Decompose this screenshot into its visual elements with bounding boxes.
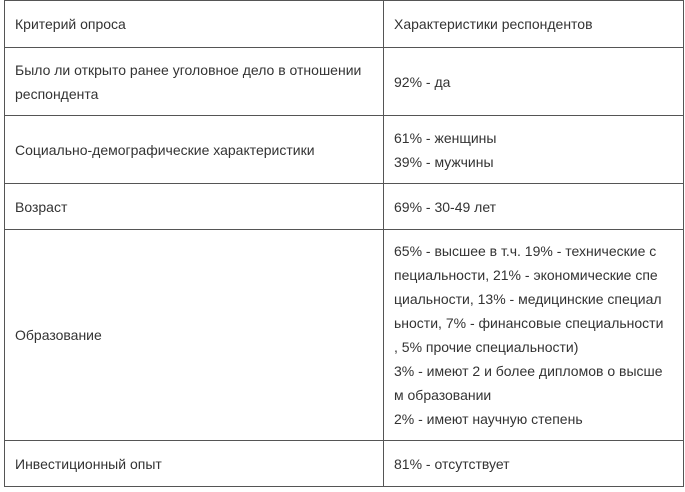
table-body: Критерий опроса Характеристики респонден… [4,0,684,487]
table-row: Образование 65% - высшее в т.ч. 19% - тех… [4,229,684,441]
header-row: Критерий опроса Характеристики респонден… [4,0,684,48]
header-cell: Характеристики респондентов [383,0,684,48]
cell-line: Образование [15,327,102,343]
table-cell: Социально-демографические характеристики [4,115,384,184]
cell-line: Инвестиционный опыт [15,455,162,472]
cell-line: 2% - имеют научную степень [394,411,583,427]
survey-table: Критерий опроса Характеристики респонден… [4,0,684,487]
table-row: Социально-демографические характеристики… [4,115,684,184]
cell-line: 81% - отсутствует [394,455,510,472]
cell-line: , 5% прочие специальности) [394,339,579,355]
cell-line: 65% - высшее в т.ч. 19% - технические с [394,243,657,259]
cell-line: м образовании [394,387,492,403]
table-cell: Образование [4,229,384,441]
table-cell: 65% - высшее в т.ч. 19% - технические с п… [383,229,684,441]
table-cell: Инвестиционный опыт [4,440,384,487]
header-cell: Критерий опроса [4,0,384,48]
table-row: Инвестиционный опыт 81% - отсутствует [4,440,684,487]
cell-line: пециальности, 21% - экономические спе [394,267,658,283]
table-cell: 61% - женщины 39% - мужчины [383,115,684,184]
table-row: Было ли открыто ранее уголовное дело в о… [4,47,684,116]
table-row: Возраст 69% - 30-49 лет [4,183,684,230]
table-cell: 81% - отсутствует [383,440,684,487]
cell-line: респондента [15,85,99,102]
cell-line: Возраст [15,198,68,215]
table-cell: Было ли открыто ранее уголовное дело в о… [4,47,384,116]
cell-line: 3% - имеют 2 и более дипломов о высше [394,363,663,379]
table-cell: 92% - да [383,47,684,116]
cell-line: циальности, 13% - медицинские специал [394,291,662,307]
table-cell: Возраст [4,183,384,230]
cell-line: 92% - да [394,73,451,90]
cell-line: 39% - мужчины [394,153,494,170]
table-cell: 69% - 30-49 лет [383,183,684,230]
cell-line: Было ли открыто ранее уголовное дело в о… [15,61,362,78]
cell-line: Социально-демографические характеристики [15,141,315,158]
cell-line: 61% - женщины [394,129,497,146]
cell-line: ьности, 7% - финансовые специальности [394,315,664,331]
cell-line: 69% - 30-49 лет [394,198,497,215]
